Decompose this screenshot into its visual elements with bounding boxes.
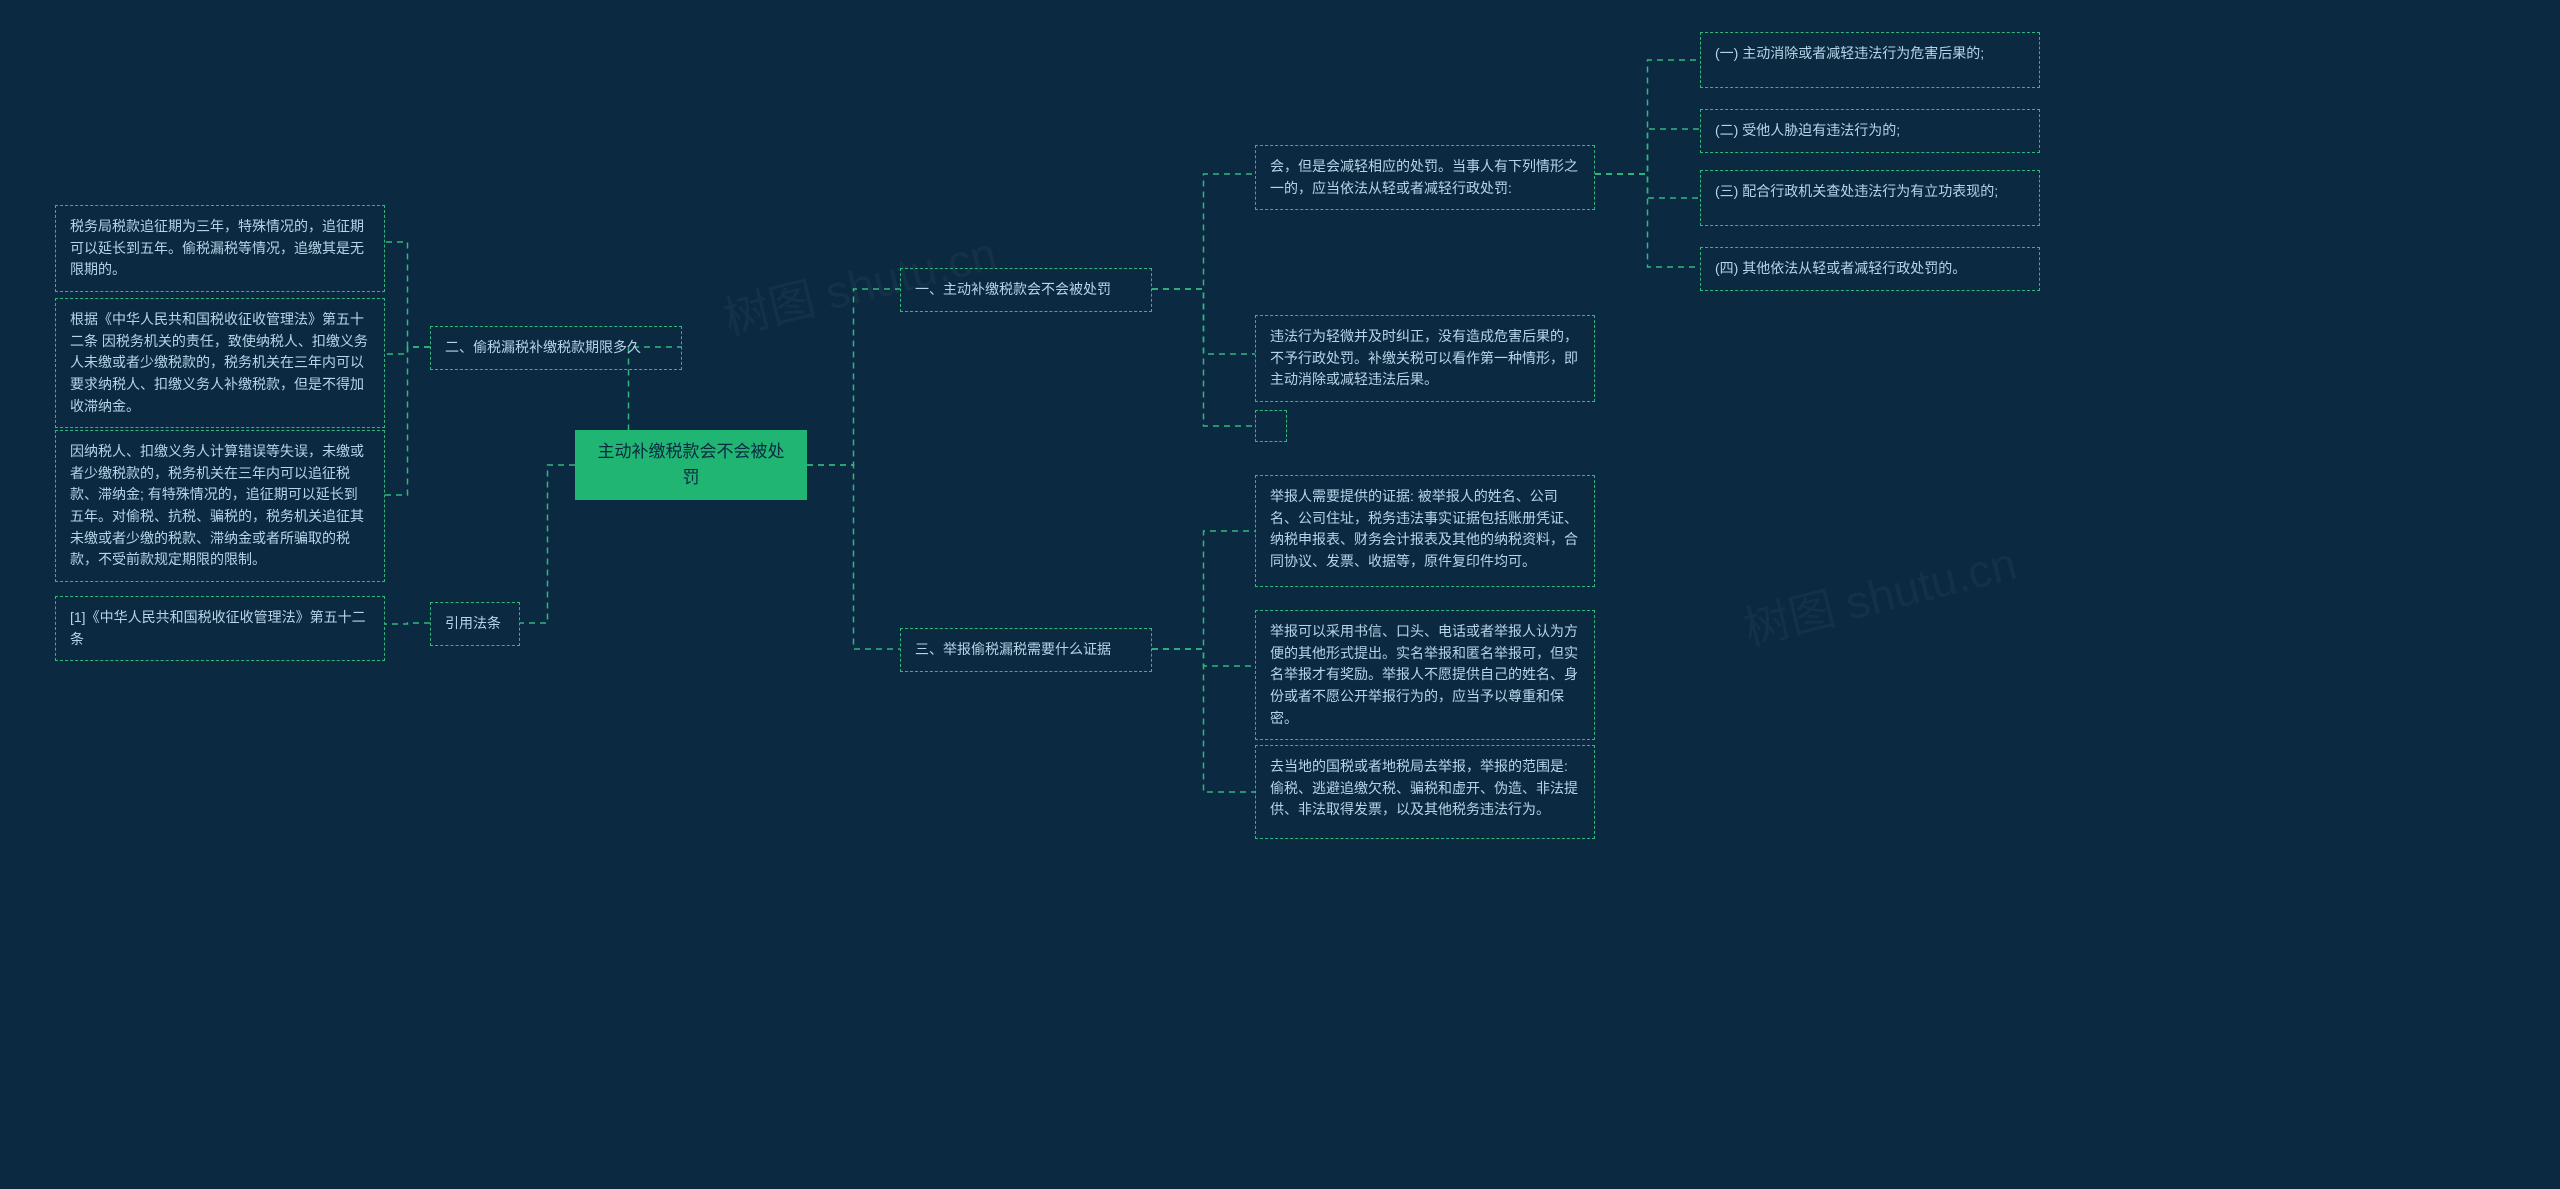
leaf-node[interactable]: 违法行为轻微并及时纠正，没有造成危害后果的，不予行政处罚。补缴关税可以看作第一种… — [1255, 315, 1595, 402]
leaf-node[interactable]: (一) 主动消除或者减轻违法行为危害后果的; — [1700, 32, 2040, 88]
node-label: 举报可以采用书信、口头、电话或者举报人认为方便的其他形式提出。实名举报和匿名举报… — [1270, 623, 1578, 726]
node-label: (二) 受他人胁迫有违法行为的; — [1715, 122, 1900, 138]
node-label: 三、举报偷税漏税需要什么证据 — [915, 641, 1111, 657]
root-label: 主动补缴税款会不会被处罚 — [593, 439, 789, 492]
leaf-node[interactable] — [1255, 410, 1287, 442]
leaf-node[interactable]: 因纳税人、扣缴义务人计算错误等失误，未缴或者少缴税款的，税务机关在三年内可以追征… — [55, 430, 385, 582]
node-label: 会，但是会减轻相应的处罚。当事人有下列情形之一的，应当依法从轻或者减轻行政处罚: — [1270, 158, 1578, 196]
node-label: 因纳税人、扣缴义务人计算错误等失误，未缴或者少缴税款的，税务机关在三年内可以追征… — [70, 443, 364, 567]
node-label: 举报人需要提供的证据: 被举报人的姓名、公司名、公司住址，税务违法事实证据包括账… — [1270, 488, 1578, 569]
mindmap-root[interactable]: 主动补缴税款会不会被处罚 — [575, 430, 807, 500]
leaf-node[interactable]: 去当地的国税或者地税局去举报，举报的范围是: 偷税、逃避追缴欠税、骗税和虚开、伪… — [1255, 745, 1595, 839]
leaf-node[interactable]: (四) 其他依法从轻或者减轻行政处罚的。 — [1700, 247, 2040, 291]
node-label: [1]《中华人民共和国税收征收管理法》第五十二条 — [70, 609, 366, 647]
leaf-node[interactable]: 举报人需要提供的证据: 被举报人的姓名、公司名、公司住址，税务违法事实证据包括账… — [1255, 475, 1595, 587]
leaf-node[interactable]: 举报可以采用书信、口头、电话或者举报人认为方便的其他形式提出。实名举报和匿名举报… — [1255, 610, 1595, 740]
branch-node[interactable]: 二、偷税漏税补缴税款期限多久 — [430, 326, 682, 370]
branch-node[interactable]: 引用法条 — [430, 602, 520, 646]
node-label: (三) 配合行政机关查处违法行为有立功表现的; — [1715, 183, 1998, 199]
node-label: (一) 主动消除或者减轻违法行为危害后果的; — [1715, 45, 1984, 61]
node-label: 根据《中华人民共和国税收征收管理法》第五十二条 因税务机关的责任，致使纳税人、扣… — [70, 311, 368, 414]
leaf-node[interactable]: [1]《中华人民共和国税收征收管理法》第五十二条 — [55, 596, 385, 661]
node-label: 一、主动补缴税款会不会被处罚 — [915, 281, 1111, 297]
watermark: 树图 shutu.cn — [1736, 527, 2022, 658]
leaf-node[interactable]: 税务局税款追征期为三年，特殊情况的，追征期可以延长到五年。偷税漏税等情况，追缴其… — [55, 205, 385, 292]
branch-node[interactable]: 三、举报偷税漏税需要什么证据 — [900, 628, 1152, 672]
leaf-node[interactable]: 会，但是会减轻相应的处罚。当事人有下列情形之一的，应当依法从轻或者减轻行政处罚: — [1255, 145, 1595, 210]
node-label: (四) 其他依法从轻或者减轻行政处罚的。 — [1715, 260, 1966, 276]
leaf-node[interactable]: (二) 受他人胁迫有违法行为的; — [1700, 109, 2040, 153]
branch-node[interactable]: 一、主动补缴税款会不会被处罚 — [900, 268, 1152, 312]
node-label: 引用法条 — [445, 615, 501, 631]
leaf-node[interactable]: (三) 配合行政机关查处违法行为有立功表现的; — [1700, 170, 2040, 226]
node-label: 违法行为轻微并及时纠正，没有造成危害后果的，不予行政处罚。补缴关税可以看作第一种… — [1270, 328, 1578, 387]
leaf-node[interactable]: 根据《中华人民共和国税收征收管理法》第五十二条 因税务机关的责任，致使纳税人、扣… — [55, 298, 385, 428]
node-label: 税务局税款追征期为三年，特殊情况的，追征期可以延长到五年。偷税漏税等情况，追缴其… — [70, 218, 364, 277]
node-label: 二、偷税漏税补缴税款期限多久 — [445, 339, 641, 355]
node-label: 去当地的国税或者地税局去举报，举报的范围是: 偷税、逃避追缴欠税、骗税和虚开、伪… — [1270, 758, 1578, 817]
